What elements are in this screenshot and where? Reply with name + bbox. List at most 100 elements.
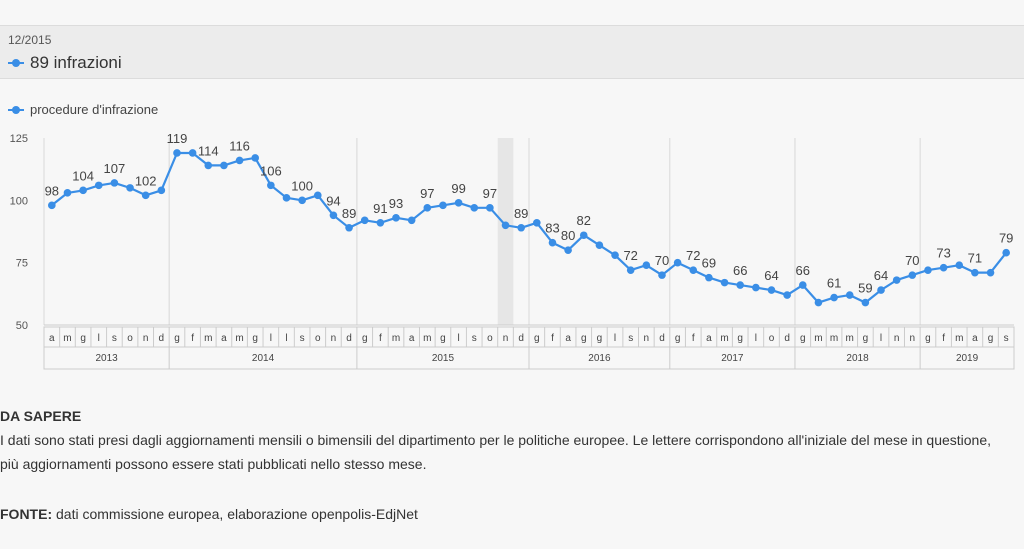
y-tick-label: 50	[16, 320, 28, 332]
data-point	[986, 268, 995, 277]
month-tick-label: s	[300, 333, 305, 344]
month-tick-label: o	[315, 333, 321, 344]
data-point	[892, 276, 901, 284]
data-label: 82	[577, 213, 591, 228]
month-tick-label: n	[503, 333, 509, 344]
month-tick-label: l	[880, 333, 882, 344]
data-point	[517, 223, 525, 232]
data-point	[767, 286, 776, 294]
series-marker-icon	[8, 58, 24, 68]
data-label: 79	[999, 231, 1013, 246]
data-point	[955, 261, 964, 269]
month-tick-label: d	[346, 333, 352, 344]
month-tick-label: o	[769, 333, 775, 344]
data-label: 100	[291, 178, 313, 193]
data-point	[157, 186, 166, 195]
month-tick-label: n	[644, 333, 650, 344]
month-tick-label: g	[925, 333, 931, 344]
y-tick-label: 75	[16, 258, 28, 270]
data-point	[798, 281, 807, 289]
data-label: 94	[326, 193, 340, 208]
month-tick-label: s	[628, 333, 633, 344]
month-tick-label: g	[800, 333, 806, 344]
data-point	[251, 154, 260, 162]
month-tick-label: g	[252, 333, 258, 344]
data-point	[689, 266, 698, 274]
data-point	[94, 181, 103, 190]
chart-legend[interactable]: procedure d'infrazione	[8, 102, 158, 117]
data-label: 97	[483, 186, 497, 201]
month-tick-label: s	[472, 333, 477, 344]
data-point	[736, 281, 745, 289]
data-label: 116	[229, 138, 250, 153]
data-point	[564, 246, 572, 254]
month-tick-label: l	[270, 333, 272, 344]
data-label: 99	[451, 181, 465, 196]
year-tick-label: 2016	[588, 353, 611, 364]
month-tick-label: l	[457, 333, 459, 344]
data-point	[454, 199, 463, 207]
data-point	[642, 261, 651, 269]
month-tick-label: l	[614, 333, 616, 344]
month-tick-label: m	[720, 333, 728, 344]
month-tick-label: l	[285, 333, 287, 344]
source-label: FONTE:	[0, 506, 53, 522]
data-point	[126, 184, 134, 192]
data-point	[720, 278, 729, 287]
month-tick-label: m	[814, 333, 822, 344]
data-label: 66	[733, 263, 747, 278]
month-tick-label: g	[80, 333, 86, 344]
year-tick-label: 2013	[95, 353, 118, 364]
data-point	[282, 194, 291, 202]
data-label: 91	[373, 201, 387, 216]
source-line: FONTE: dati commissione europea, elabora…	[0, 506, 418, 522]
data-label: 72	[686, 248, 700, 263]
data-point	[110, 179, 119, 187]
month-tick-label: m	[830, 333, 838, 344]
year-tick-label: 2019	[956, 353, 979, 364]
month-tick-label: g	[988, 333, 994, 344]
month-tick-label: d	[784, 333, 790, 344]
month-tick-label: l	[98, 333, 100, 344]
month-tick-label: l	[755, 333, 757, 344]
source-text: dati commissione europea, elaborazione o…	[52, 506, 418, 522]
month-tick-label: g	[174, 333, 180, 344]
data-label: 70	[655, 253, 669, 268]
data-point	[235, 156, 244, 165]
data-point	[392, 213, 400, 222]
data-point	[313, 191, 322, 200]
data-label: 106	[260, 163, 282, 178]
data-point	[673, 258, 682, 267]
data-label: 97	[420, 186, 434, 201]
data-label: 72	[623, 248, 637, 263]
y-tick-label: 100	[10, 195, 28, 207]
month-tick-label: g	[863, 333, 869, 344]
data-label: 66	[796, 263, 810, 278]
month-tick-label: a	[972, 333, 978, 344]
data-label: 114	[198, 143, 219, 158]
tooltip-value: 89 infrazioni	[8, 53, 122, 73]
month-tick-label: g	[737, 333, 743, 344]
data-label: 107	[104, 161, 126, 176]
year-tick-label: 2018	[846, 353, 869, 364]
month-tick-label: g	[440, 333, 446, 344]
data-label: 69	[702, 256, 716, 271]
data-point	[407, 216, 416, 225]
month-tick-label: g	[534, 333, 540, 344]
month-tick-label: m	[63, 333, 71, 344]
data-point	[611, 251, 619, 259]
data-point	[470, 204, 479, 212]
month-tick-label: d	[159, 333, 165, 344]
month-tick-label: f	[551, 333, 554, 344]
data-point	[48, 201, 56, 210]
data-label: 61	[827, 276, 841, 291]
month-tick-label: n	[894, 333, 900, 344]
data-point	[173, 149, 181, 157]
data-point	[486, 204, 494, 212]
data-point	[861, 298, 870, 307]
data-label: 89	[342, 206, 356, 221]
notes-section: DA SAPERE I dati sono stati presi dagli …	[0, 404, 1010, 476]
data-point	[783, 291, 791, 299]
data-label: 93	[389, 196, 403, 211]
